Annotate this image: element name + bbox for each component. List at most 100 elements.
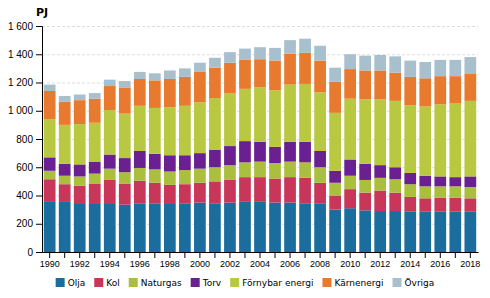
x-tick-label: 2010	[340, 259, 360, 269]
bar-segment	[119, 114, 131, 158]
bar-segment	[404, 173, 416, 184]
x-tick-mark	[320, 252, 321, 258]
bar-segment	[299, 53, 311, 84]
x-tick	[275, 252, 276, 258]
bar-segment	[329, 183, 341, 196]
x-tick-mark	[214, 252, 215, 258]
legend-label: Förnybar energi	[242, 278, 313, 288]
bar-segment	[104, 169, 116, 180]
bar-segment	[449, 186, 461, 197]
bar-segment	[164, 79, 176, 107]
bar-segment	[74, 124, 86, 164]
legend-swatch	[322, 278, 331, 287]
x-tick-label: 1996	[130, 259, 150, 269]
y-tick-mark	[36, 196, 42, 197]
x-tick-mark	[305, 252, 306, 258]
x-tick: 1994	[100, 252, 120, 269]
bar-segment	[389, 211, 401, 252]
bar-segment	[44, 119, 56, 157]
x-tick-mark	[169, 252, 170, 258]
x-tick	[455, 252, 456, 258]
bar-segment	[269, 203, 281, 252]
x-tick: 2010	[340, 252, 360, 269]
bar-segment	[284, 177, 296, 202]
x-tick	[94, 252, 95, 258]
bar-segment	[44, 91, 56, 119]
y-tick-mark	[36, 26, 42, 27]
bar-segment	[404, 61, 416, 77]
bar-segment	[44, 171, 56, 179]
x-tick-label: 2002	[220, 259, 240, 269]
bar-segment	[209, 181, 221, 203]
legend-label: Naturgas	[141, 278, 182, 288]
y-tick-mark	[36, 224, 42, 225]
bar-segment	[269, 163, 281, 179]
y-axis-line	[36, 27, 43, 253]
bar-segment	[224, 180, 236, 203]
bar-segment	[179, 77, 191, 106]
bar-series	[44, 53, 476, 125]
bar-segment	[89, 123, 101, 162]
bar-segment	[44, 157, 56, 170]
bar-segment	[329, 210, 341, 252]
y-tick: 0	[27, 247, 42, 258]
bar-segment	[314, 203, 326, 252]
bar-segment	[224, 93, 236, 146]
bar-segment	[419, 212, 431, 252]
x-tick: 2014	[400, 252, 420, 269]
bar-segment	[224, 52, 236, 63]
bar-segment	[239, 49, 251, 60]
bar-segment	[224, 146, 236, 165]
x-tick-mark	[124, 252, 125, 258]
x-tick-mark	[440, 252, 441, 258]
bar-segment	[464, 187, 476, 198]
x-tick: 2008	[310, 252, 330, 269]
legend-swatch	[129, 278, 138, 287]
bar-segment	[359, 180, 371, 193]
bar-segment	[344, 54, 356, 69]
x-tick	[184, 252, 185, 258]
bar-segment	[89, 99, 101, 123]
bar-segment	[134, 203, 146, 252]
bar-segment	[59, 102, 71, 125]
bar-segment	[164, 185, 176, 204]
x-tick-mark	[139, 252, 140, 258]
legend-label: Kärnenergi	[334, 278, 383, 288]
bar-segment	[239, 162, 251, 177]
legend: OljaKolNaturgasTorvFörnybar energiKärnen…	[56, 278, 435, 288]
bar-segment	[344, 99, 356, 160]
y-tick: 800	[16, 134, 42, 145]
x-tick-label: 2016	[430, 259, 450, 269]
bar-segment	[299, 162, 311, 178]
bar-segment	[434, 176, 446, 186]
y-tick: 600	[16, 162, 42, 173]
bar-segment	[149, 108, 161, 154]
x-tick-label: 2008	[310, 259, 330, 269]
y-tick-label: 200	[16, 218, 33, 229]
bar-segment	[179, 203, 191, 252]
bars	[44, 39, 476, 252]
x-tick: 1990	[40, 252, 60, 269]
bar-segment	[374, 211, 386, 252]
x-tick-mark	[395, 252, 396, 258]
bar-segment	[314, 167, 326, 183]
bar-segment	[389, 167, 401, 179]
y-tick: 1 200	[8, 77, 42, 88]
bar-segment	[134, 181, 146, 204]
bar-segment	[404, 77, 416, 105]
bar-segment	[164, 70, 176, 78]
x-tick-mark	[199, 252, 200, 258]
x-tick: 2012	[370, 252, 390, 269]
y-tick-label: 1 200	[8, 77, 33, 88]
legend-item: Olja	[56, 278, 86, 288]
bar-segment	[59, 125, 71, 164]
legend-item: Naturgas	[129, 278, 182, 288]
bar-segment	[374, 191, 386, 211]
bar-segment	[89, 183, 101, 203]
bar-segment	[209, 150, 221, 168]
x-tick-label: 2018	[460, 259, 480, 269]
y-tick-label: 0	[27, 247, 33, 258]
bar-segment	[149, 203, 161, 252]
bar-segment	[434, 76, 446, 104]
bar-segment	[59, 184, 71, 201]
